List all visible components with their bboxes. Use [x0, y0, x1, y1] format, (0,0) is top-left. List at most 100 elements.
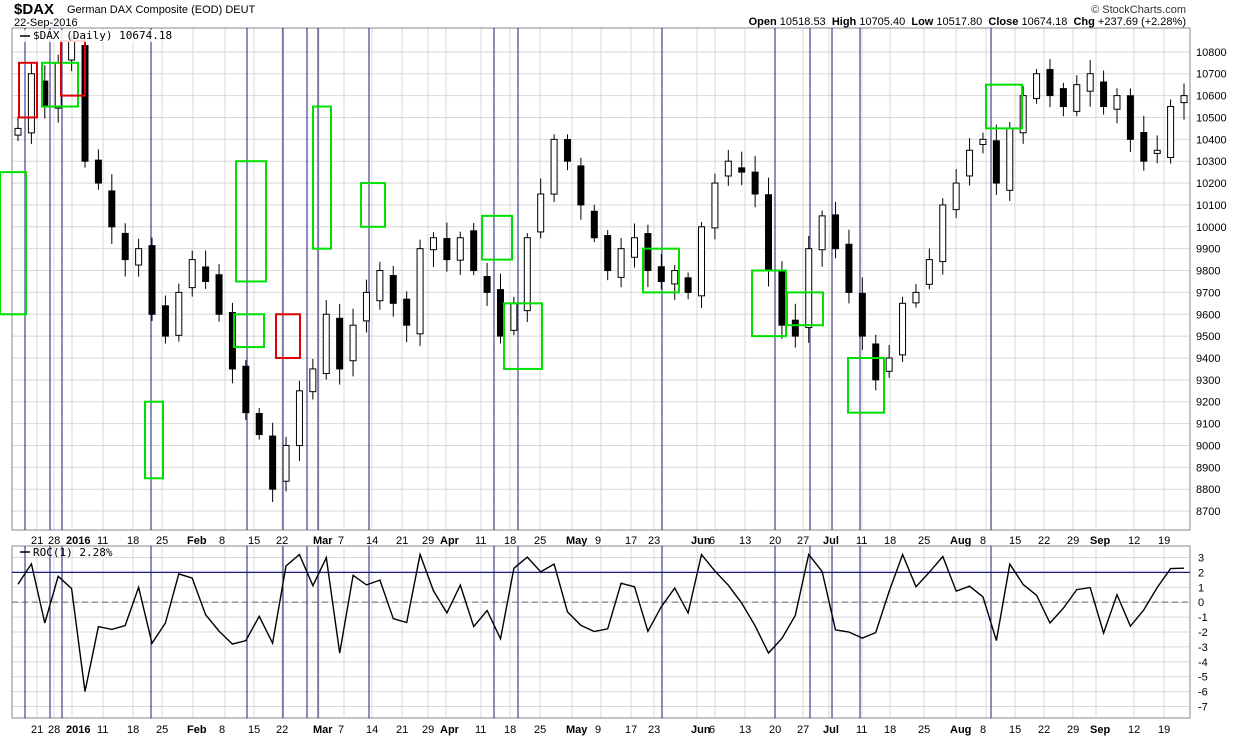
- roc-x-tick-label: 11: [97, 724, 108, 736]
- roc-x-tick-label: 25: [534, 724, 546, 736]
- price-tick-label: 10400: [1196, 134, 1227, 146]
- candle-body: [483, 276, 491, 293]
- roc-x-tick-label: 17: [625, 724, 637, 736]
- roc-x-tick-label: 25: [156, 724, 168, 736]
- candle-body: [470, 230, 478, 272]
- price-x-tick-label: 20: [769, 535, 781, 547]
- candle-body: [577, 165, 585, 206]
- price-x-tick-label: 25: [918, 535, 930, 547]
- roc-x-tick-label: 25: [918, 724, 930, 736]
- price-panel-frame: [11, 27, 1191, 531]
- price-x-tick-label: 14: [366, 535, 378, 547]
- candle-body: [698, 226, 706, 297]
- high-value: 10705.40: [859, 16, 906, 28]
- roc-tick-label: -4: [1198, 657, 1208, 669]
- price-tick-label: 9000: [1196, 440, 1220, 452]
- price-tick-label: 9500: [1196, 331, 1220, 343]
- candle-body: [550, 138, 558, 195]
- roc-x-tick-label: 21: [31, 724, 43, 736]
- price-x-tick-label: 29: [422, 535, 434, 547]
- roc-tick-label: 2: [1198, 567, 1204, 579]
- candle-body: [1073, 84, 1081, 112]
- candle-body: [175, 291, 183, 336]
- candle-body: [242, 365, 250, 414]
- candle-body: [108, 190, 116, 228]
- chart-date: 22-Sep-2016: [14, 17, 78, 29]
- roc-x-tick-label: 11: [475, 724, 486, 736]
- price-x-tick-label: 19: [1158, 535, 1170, 547]
- price-x-tick-label: 11: [97, 535, 108, 547]
- candle-body: [429, 237, 437, 251]
- roc-tick-label: -7: [1198, 702, 1208, 714]
- roc-x-tick-label: 2016: [66, 724, 90, 736]
- candle-body: [309, 368, 317, 393]
- roc-x-tick-label: 11: [856, 724, 867, 736]
- price-x-tick-label: 11: [475, 535, 486, 547]
- price-tick-label: 9300: [1196, 375, 1220, 387]
- candle-body: [510, 302, 518, 331]
- candle-body: [617, 248, 625, 278]
- candle-body: [885, 357, 893, 372]
- candle-body: [631, 237, 639, 258]
- roc-tick-label: -5: [1198, 672, 1208, 684]
- price-x-tick-label: Apr: [440, 535, 460, 547]
- roc-series-line: [17, 551, 1185, 692]
- candle-body: [832, 214, 840, 250]
- candle-body: [711, 182, 719, 229]
- candle-body: [872, 343, 880, 381]
- close-value: 10674.18: [1021, 16, 1068, 28]
- price-x-tick-label: 28: [48, 535, 60, 547]
- candle-body: [1059, 88, 1067, 108]
- candle-body: [751, 171, 759, 195]
- green-signal-box: [312, 105, 332, 250]
- price-tick-label: 10800: [1196, 47, 1227, 59]
- candle-body: [148, 245, 156, 315]
- candle-body: [349, 324, 357, 362]
- candle-body: [295, 390, 303, 447]
- candle-body: [992, 140, 1000, 184]
- chg-value: +237.69 (+2.28%): [1097, 16, 1186, 28]
- roc-tick-label: -6: [1198, 687, 1208, 699]
- candle-body: [590, 210, 598, 239]
- candle-body: [161, 305, 169, 337]
- price-x-tick-label: 18: [127, 535, 139, 547]
- candle-body: [1046, 69, 1054, 97]
- roc-x-tick-label: 12: [1128, 724, 1140, 736]
- roc-x-tick-label: 29: [1067, 724, 1079, 736]
- candle-body: [845, 243, 853, 293]
- price-x-tick-label: 15: [1009, 535, 1021, 547]
- ohlc-readout: Open 10518.53 High 10705.40 Low 10517.80…: [749, 16, 1186, 28]
- candle-body: [738, 167, 746, 173]
- candle-body: [925, 259, 933, 285]
- price-tick-label: 8900: [1196, 462, 1220, 474]
- price-tick-label: 9200: [1196, 397, 1220, 409]
- candle-body: [644, 233, 652, 272]
- price-legend: $DAX (Daily) 10674.18: [33, 29, 172, 42]
- candle-body: [215, 274, 223, 315]
- roc-tick-label: 0: [1198, 597, 1204, 609]
- roc-x-tick-label: 14: [366, 724, 378, 736]
- roc-tick-label: 3: [1198, 552, 1204, 564]
- green-signal-box: [985, 83, 1023, 130]
- candle-body: [966, 149, 974, 177]
- candle-body: [202, 266, 210, 282]
- candle-body: [322, 313, 330, 375]
- price-tick-label: 8800: [1196, 484, 1220, 496]
- candle-body: [765, 194, 773, 272]
- price-x-tick-label: 25: [534, 535, 546, 547]
- green-signal-box: [233, 313, 265, 349]
- roc-tick-label: -1: [1198, 612, 1208, 624]
- roc-x-tick-label: 6: [709, 724, 715, 736]
- price-tick-label: 9900: [1196, 244, 1220, 256]
- roc-x-tick-label: 21: [396, 724, 408, 736]
- open-value: 10518.53: [779, 16, 826, 28]
- green-signal-box: [786, 291, 824, 327]
- candle-body: [1180, 95, 1188, 104]
- roc-x-tick-label: 9: [595, 724, 601, 736]
- candle-body: [899, 302, 907, 356]
- candle-body: [269, 435, 277, 490]
- price-tick-label: 10600: [1196, 91, 1227, 103]
- price-tick-label: 10300: [1196, 156, 1227, 168]
- price-x-tick-label: 2016: [66, 535, 90, 547]
- price-tick-label: 9600: [1196, 309, 1220, 321]
